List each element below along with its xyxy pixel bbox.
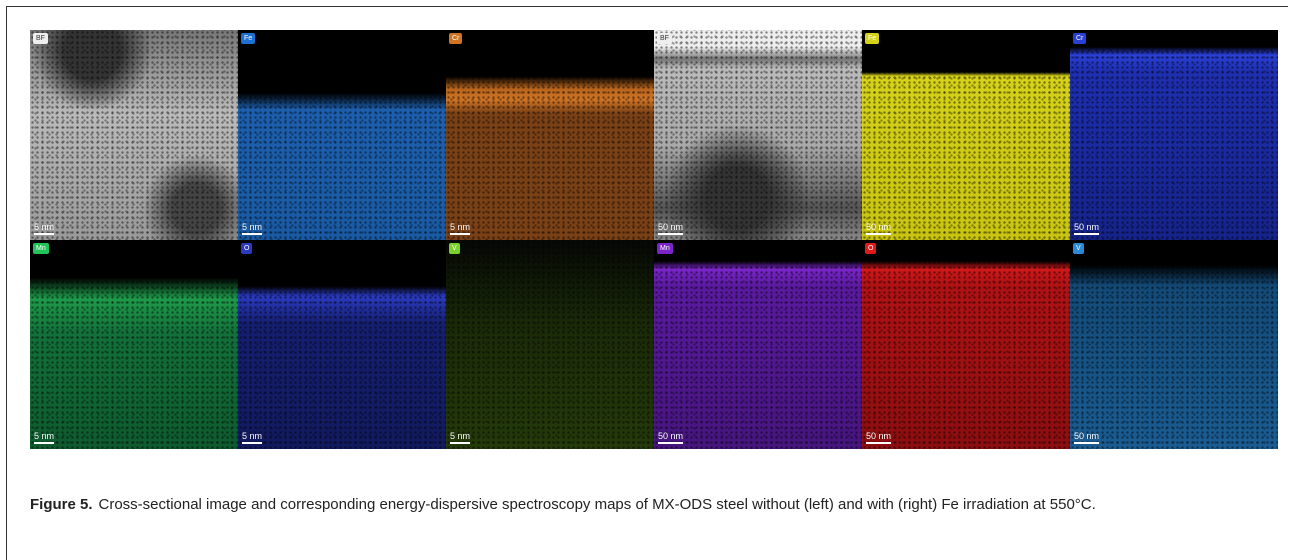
eds-map: Fe 50 nm xyxy=(862,30,1070,240)
eds-map: Mn 5 nm xyxy=(30,240,238,450)
scale-bar: 50 nm xyxy=(658,222,683,235)
scale-bar: 50 nm xyxy=(866,222,891,235)
panel-label: Mn xyxy=(33,243,49,254)
scale-bar: 5 nm xyxy=(34,222,54,235)
scale-bar: 5 nm xyxy=(450,431,470,444)
figure-grid: BF 5 nm Fe 5 nm Cr 5 nm BF 50 nm Fe 50 n… xyxy=(30,30,1278,449)
bf-image: BF 50 nm xyxy=(654,30,862,240)
scale-bar: 5 nm xyxy=(34,431,54,444)
page: BF 5 nm Fe 5 nm Cr 5 nm BF 50 nm Fe 50 n… xyxy=(0,0,1290,560)
panel-label: O xyxy=(241,243,252,254)
eds-map: V 5 nm xyxy=(446,240,654,450)
panel-label: BF xyxy=(33,33,48,44)
eds-map: Cr 5 nm xyxy=(446,30,654,240)
scale-bar: 50 nm xyxy=(1074,431,1099,444)
panel-label: V xyxy=(1073,243,1084,254)
panel-label: O xyxy=(865,243,876,254)
panel-label: Fe xyxy=(865,33,879,44)
scale-bar: 5 nm xyxy=(242,431,262,444)
eds-map: Mn 50 nm xyxy=(654,240,862,450)
eds-map: Cr 50 nm xyxy=(1070,30,1278,240)
panel-label: Cr xyxy=(1073,33,1086,44)
panel-label: V xyxy=(449,243,460,254)
panel-label: Mn xyxy=(657,243,673,254)
eds-map: V 50 nm xyxy=(1070,240,1278,450)
scale-bar: 50 nm xyxy=(1074,222,1099,235)
caption-label: Figure 5. xyxy=(30,496,93,513)
scale-bar: 50 nm xyxy=(658,431,683,444)
panel-label: BF xyxy=(657,33,672,44)
scale-bar: 5 nm xyxy=(242,222,262,235)
eds-map: O 5 nm xyxy=(238,240,446,450)
eds-map: O 50 nm xyxy=(862,240,1070,450)
figure-caption: Figure 5. Cross-sectional image and corre… xyxy=(30,494,1260,515)
panel-label: Cr xyxy=(449,33,462,44)
scale-bar: 5 nm xyxy=(450,222,470,235)
caption-text: Cross-sectional image and corresponding … xyxy=(99,496,1096,513)
scale-bar: 50 nm xyxy=(866,431,891,444)
panel-label: Fe xyxy=(241,33,255,44)
eds-map: Fe 5 nm xyxy=(238,30,446,240)
bf-image: BF 5 nm xyxy=(30,30,238,240)
